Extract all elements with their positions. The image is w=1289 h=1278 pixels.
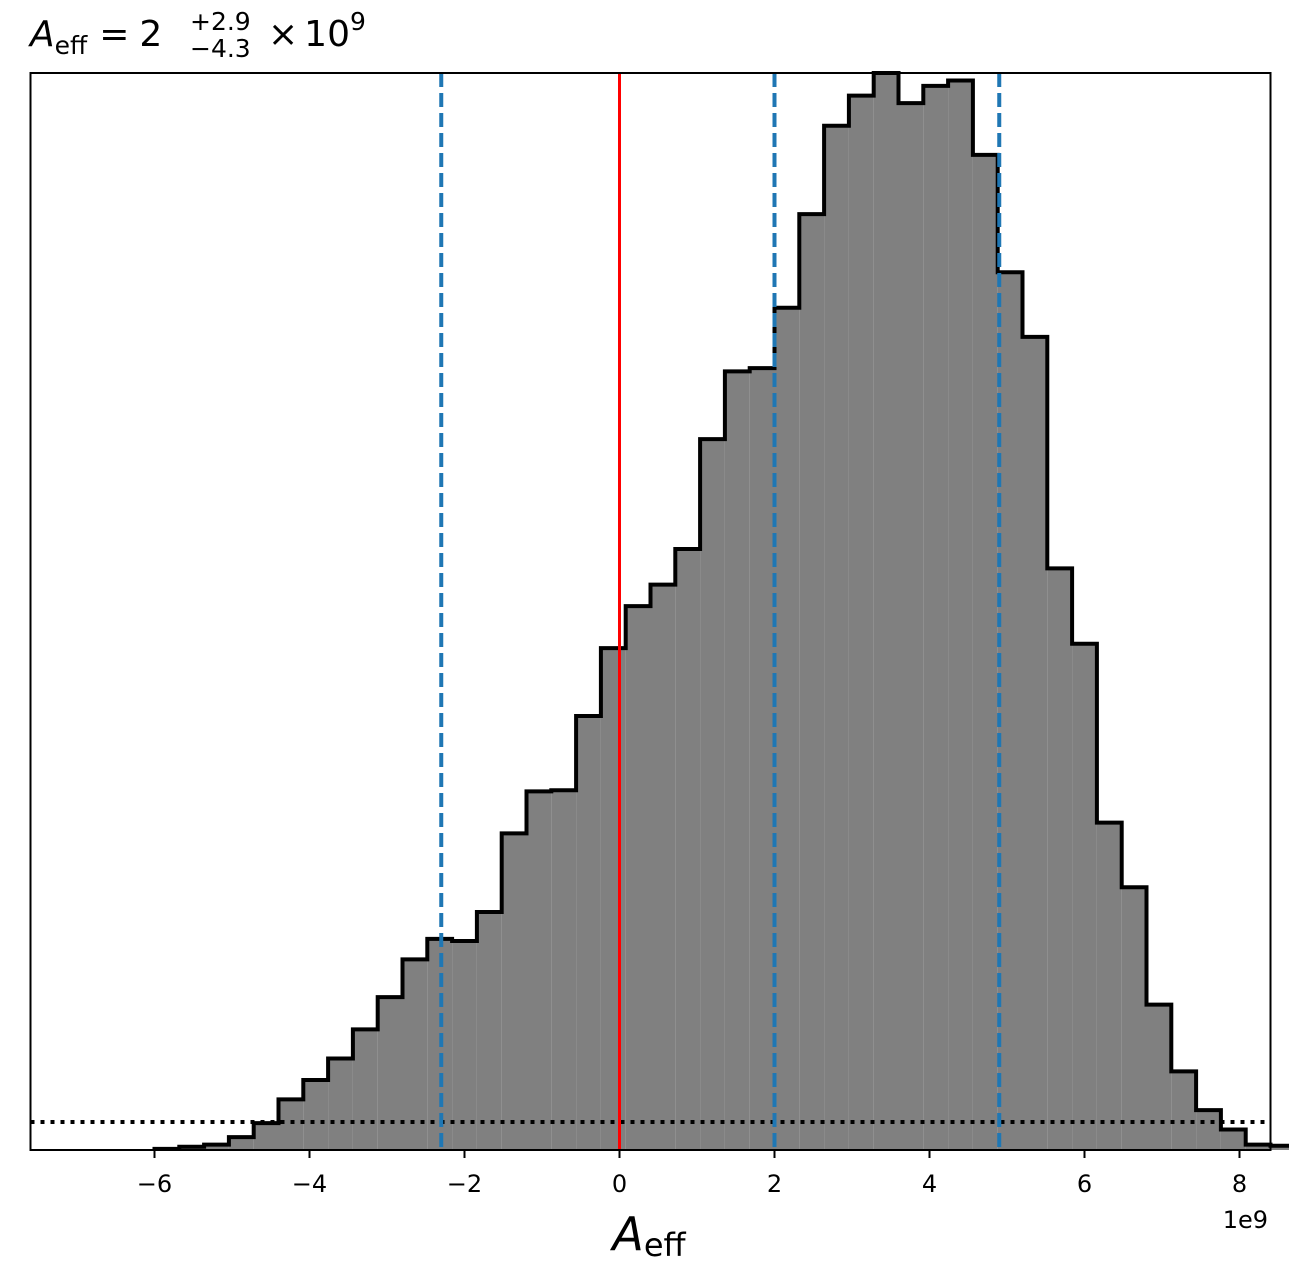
histogram-outline xyxy=(152,71,1289,1151)
histogram-bar xyxy=(997,272,1023,1150)
x-axis-label: Aeff xyxy=(609,1207,686,1264)
histogram-bar xyxy=(204,1144,229,1150)
title-upper-error: +2.9 xyxy=(190,7,251,36)
histogram-bar xyxy=(228,1137,254,1150)
histogram-bar xyxy=(650,584,676,1150)
histogram-bar xyxy=(352,1029,378,1150)
title-exponent: 9 xyxy=(350,7,366,36)
x-tick-label: 6 xyxy=(1077,1170,1092,1198)
xlabel-symbol: A xyxy=(609,1207,643,1261)
histogram-bar xyxy=(1196,1110,1221,1150)
histogram-bar xyxy=(526,791,552,1150)
histogram-bar xyxy=(1220,1129,1246,1150)
histogram-bar xyxy=(873,73,899,1150)
title-equals: = xyxy=(99,14,129,55)
histogram-bar xyxy=(303,1079,329,1150)
title-symbol: A xyxy=(28,14,55,55)
plot-area xyxy=(30,71,1289,1151)
xlabel-subscript: eff xyxy=(644,1226,687,1264)
x-axis-ticks: −6 −4 −2 0 2 4 6 8 xyxy=(137,1150,1247,1198)
histogram-bar xyxy=(972,154,998,1151)
histogram-bar xyxy=(1096,822,1122,1150)
histogram-bar xyxy=(576,715,601,1150)
histogram-bar xyxy=(675,549,701,1150)
histogram-bar xyxy=(278,1099,304,1150)
histogram-bar xyxy=(600,648,626,1150)
svg-text:×109: × 109 xyxy=(268,7,366,55)
x-tick-label: 4 xyxy=(922,1170,937,1198)
x-offset-label: 1e9 xyxy=(1223,1206,1268,1234)
title-lower-error: −4.3 xyxy=(190,34,251,63)
histogram-bar xyxy=(848,95,874,1151)
histogram-bar xyxy=(1121,887,1147,1150)
histogram-bar xyxy=(551,790,577,1150)
histogram-bar xyxy=(923,85,949,1151)
title-times: × xyxy=(268,14,298,55)
title-base: 10 xyxy=(304,14,350,55)
histogram-bar xyxy=(700,439,725,1150)
x-tick-label: −4 xyxy=(292,1170,327,1198)
histogram-bar xyxy=(1270,1145,1289,1150)
histogram-bar xyxy=(824,125,849,1151)
x-tick-label: −6 xyxy=(137,1170,172,1198)
histogram-bar xyxy=(898,103,924,1150)
histogram-bar xyxy=(1171,1071,1197,1150)
histogram-bar xyxy=(501,833,527,1150)
histogram-bar xyxy=(253,1123,279,1150)
histogram-bar xyxy=(328,1058,353,1150)
x-tick-label: 0 xyxy=(612,1170,627,1198)
histogram-bar xyxy=(476,911,502,1150)
histogram-bar xyxy=(1245,1144,1271,1150)
x-tick-label: −2 xyxy=(447,1170,482,1198)
histogram-bar xyxy=(1146,1004,1172,1150)
histogram-bar xyxy=(377,997,403,1150)
histogram-bar xyxy=(452,941,477,1150)
histogram-bar xyxy=(1072,643,1097,1150)
histogram-bar xyxy=(402,959,428,1150)
svg-text:Aeff=2: Aeff = 2 xyxy=(28,14,162,60)
chart-title: Aeff = 2 +2.9 −4.3 × 109 xyxy=(28,7,366,63)
histogram-bar xyxy=(724,371,750,1151)
axes-frame xyxy=(29,72,1272,1151)
histogram-bar xyxy=(799,214,825,1150)
histogram-bar xyxy=(749,368,775,1150)
title-median: 2 xyxy=(139,14,162,55)
title-subscript: eff xyxy=(55,31,88,60)
x-tick-label: 8 xyxy=(1232,1170,1247,1198)
x-tick-label: 2 xyxy=(767,1170,782,1198)
histogram-bar xyxy=(948,80,973,1150)
histogram-bar xyxy=(774,307,800,1150)
histogram-bar xyxy=(625,606,651,1150)
histogram-bar xyxy=(1047,568,1073,1150)
histogram-bar xyxy=(1022,336,1048,1150)
